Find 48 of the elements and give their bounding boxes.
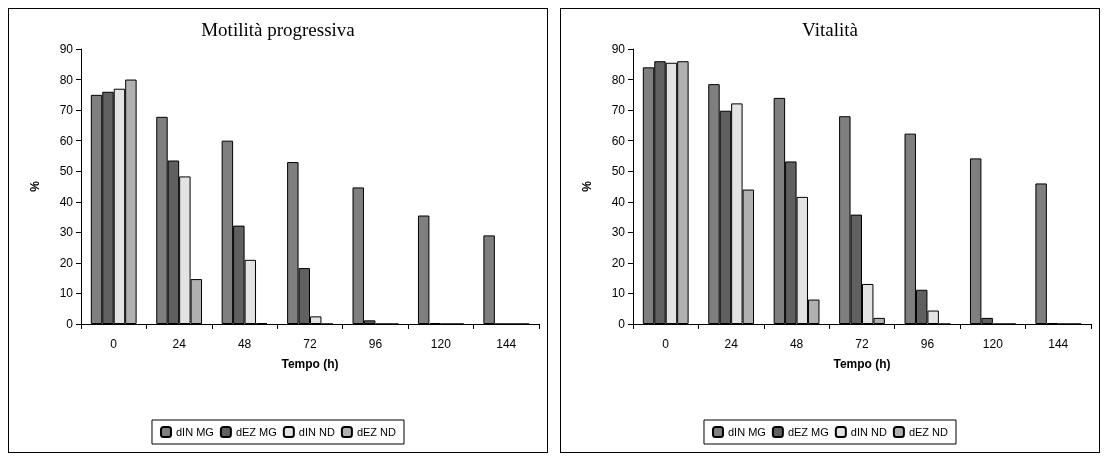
y-tick-label: 80 <box>611 72 626 87</box>
legend-label: dEZ ND <box>908 426 949 438</box>
y-tick-label: 30 <box>611 225 626 240</box>
x-tick-label: 72 <box>303 337 317 351</box>
y-tick-label: 10 <box>611 286 626 301</box>
y-tick-label: 60 <box>611 133 626 148</box>
x-tick-label: 0 <box>110 337 118 351</box>
legend-label: dEZ ND <box>356 426 397 438</box>
legend-label: dIN MG <box>727 426 766 438</box>
x-axis-title: Tempo (h) <box>833 357 891 371</box>
y-tick-label: 0 <box>618 317 626 331</box>
x-tick-label: 48 <box>789 337 804 351</box>
y-tick-label: 70 <box>611 103 626 118</box>
x-tick-label: 144 <box>496 337 517 351</box>
x-tick-label: 24 <box>172 337 187 351</box>
y-tick-label: 30 <box>59 225 74 240</box>
legend-label: dIN ND <box>850 426 887 438</box>
legend-label: dIN MG <box>175 426 214 438</box>
y-tick-label: 20 <box>611 255 626 270</box>
x-tick-label: 96 <box>368 337 383 351</box>
y-axis-title: % <box>28 180 42 192</box>
y-tick-label: 50 <box>59 164 74 179</box>
x-tick-label: 48 <box>237 337 252 351</box>
y-tick-label: 90 <box>59 42 74 56</box>
x-tick-label: 96 <box>920 337 935 351</box>
y-tick-label: 70 <box>59 103 74 118</box>
legend-label: dEZ MG <box>787 426 829 438</box>
chart-title: Motilità progressiva <box>201 19 356 40</box>
y-tick-label: 50 <box>611 164 626 179</box>
x-tick-label: 72 <box>855 337 869 351</box>
y-tick-label: 0 <box>66 317 74 331</box>
y-axis-title: % <box>580 180 594 192</box>
y-tick-label: 80 <box>59 72 74 87</box>
legend-label: dEZ MG <box>235 426 277 438</box>
y-tick-label: 60 <box>59 133 74 148</box>
y-tick-label: 20 <box>59 255 74 270</box>
x-axis-title: Tempo (h) <box>281 357 339 371</box>
x-tick-label: 144 <box>1048 337 1069 351</box>
y-tick-label: 40 <box>611 194 626 209</box>
legend-label: dIN ND <box>298 426 335 438</box>
x-tick-label: 120 <box>982 337 1004 351</box>
y-tick-label: 10 <box>59 286 74 301</box>
chart-title: Vitalità <box>802 19 859 40</box>
x-tick-label: 120 <box>430 337 452 351</box>
x-tick-label: 0 <box>662 337 670 351</box>
y-tick-label: 40 <box>59 194 74 209</box>
y-tick-label: 90 <box>611 42 626 56</box>
x-tick-label: 24 <box>724 337 739 351</box>
